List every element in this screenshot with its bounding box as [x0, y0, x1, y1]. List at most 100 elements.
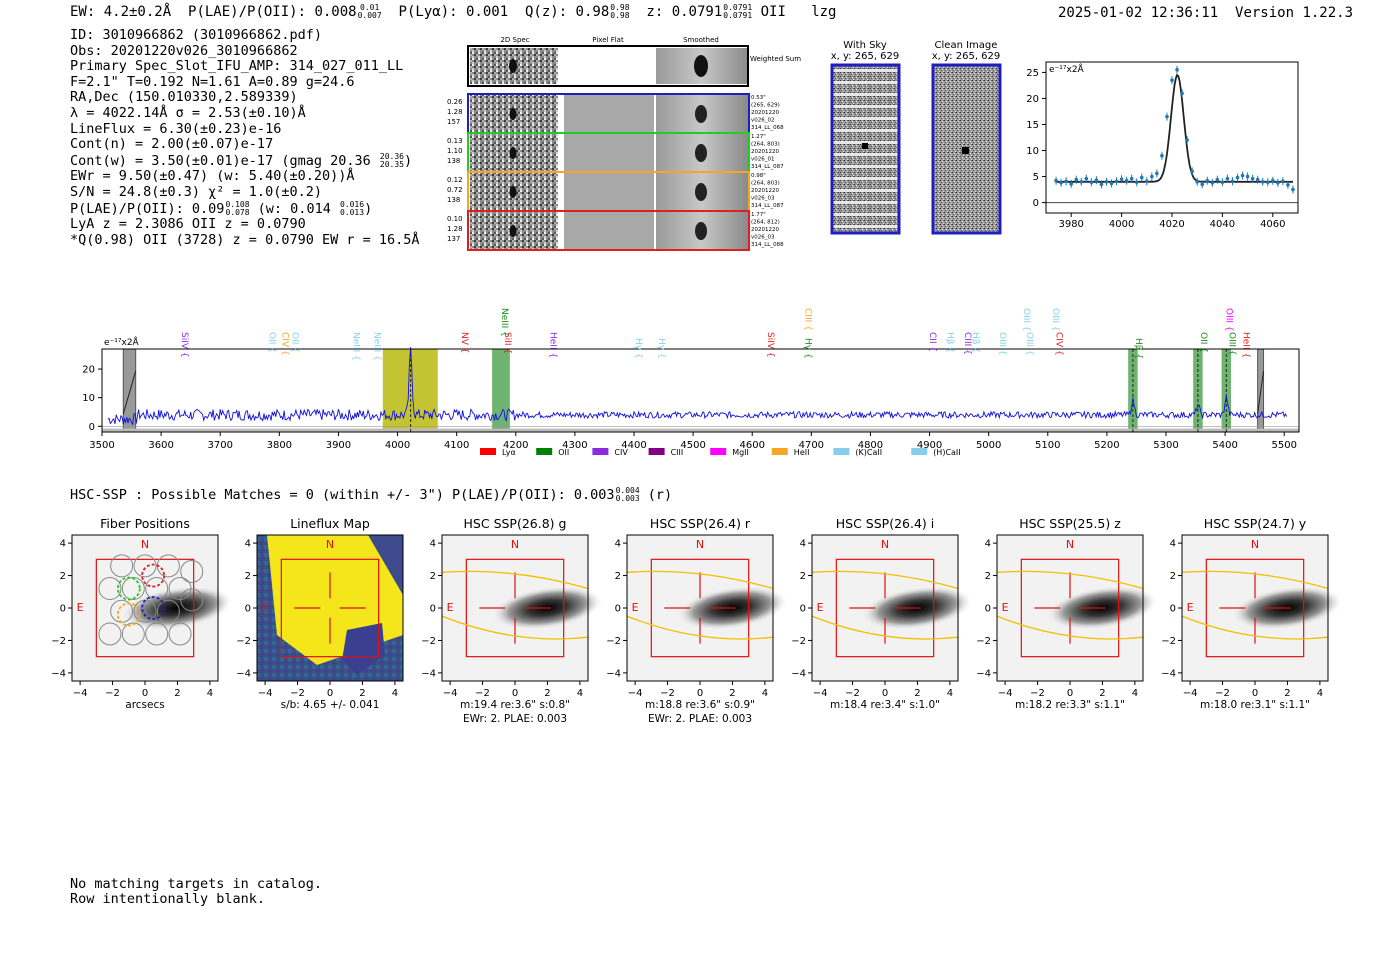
clean-image-coords: x, y: 265, 629	[932, 51, 1001, 62]
top-figures: 2D Spec Pixel Flat Smoothed Weighted Sum…	[447, 36, 1299, 251]
east-label: E	[262, 601, 269, 614]
line-label-siiv: SiIV {	[765, 332, 775, 358]
col-header-smoothed: Smoothed	[683, 36, 719, 44]
cutout-stat: 0.10	[447, 215, 463, 223]
data-point	[1084, 176, 1089, 181]
footer-notes: No matching targets in catalog. Row inte…	[70, 877, 322, 907]
line-label-oii: OII {	[1198, 332, 1208, 353]
line-fit-chart: 3980 4000 4020 4040 4060 0 5 10 15 20 25 e⁻¹⁷x2Å	[1026, 61, 1299, 230]
hsc-panel-2: Lineflux Map N E −4 −4 −2 −2 0 0 2 2 4 4 s/b: 4.65 +/…	[236, 516, 404, 711]
cutout-fiber-info: (265, 629)	[751, 103, 780, 109]
header-summary: EW: 4.2±0.2Å P(LAE)/P(OII): 0.008 0.01 0.0…	[70, 4, 837, 21]
y-tick-label: −4	[976, 668, 991, 679]
data-point	[1109, 181, 1114, 186]
data-point	[1069, 182, 1073, 186]
y-tick-label: 0	[1170, 604, 1176, 615]
x-tick-label: 5500	[1271, 440, 1296, 451]
info-ewr: EWr = 9.50(±0.47) (w: 5.40(±0.20))Å	[70, 168, 355, 185]
cutout-fiber-info: 314_LL_087	[751, 203, 784, 209]
x-tick-label: −2	[475, 688, 490, 699]
x-tick-label: 4	[762, 688, 768, 699]
ellipse-contour	[441, 570, 589, 590]
with-sky-title: With Sky	[843, 40, 887, 51]
y-tick-label: −2	[976, 636, 991, 647]
fiber-circle	[133, 554, 157, 578]
cutout-fiber-info: 1.77"	[751, 212, 766, 218]
cutout-smoothed-dot	[695, 222, 707, 240]
x-tick-label: 3500	[89, 440, 114, 451]
header-ew: EW: 4.2±0.2Å	[70, 4, 172, 20]
cutout-fiber-info: (264, 803)	[751, 181, 780, 187]
y-tick-label: −4	[791, 668, 806, 679]
y-tick-label: 0	[89, 422, 95, 433]
east-label: E	[77, 601, 84, 614]
masked-hatch	[122, 370, 137, 415]
y-tick-label: 4	[60, 539, 66, 550]
data-point	[1195, 179, 1199, 184]
x-tick-label: 2	[359, 688, 365, 699]
x-tick-label: 3980	[1058, 219, 1083, 230]
line-label-cii: CII {	[927, 332, 937, 352]
line-label-neiii: NeIII {	[350, 332, 360, 361]
panel-caption-2: EWr: 2. PLAE: 0.003	[648, 713, 752, 725]
cutout-stat: 0.13	[447, 137, 463, 145]
y-tick-label: −4	[51, 668, 66, 679]
cutout-stat: 157	[447, 118, 460, 126]
y-tick-label: 0	[60, 604, 66, 615]
x-tick-label: 3700	[207, 440, 232, 451]
x-tick-label: 0	[882, 688, 888, 699]
ellipse-contour	[626, 570, 774, 590]
y-tick-label: 0	[1033, 198, 1039, 209]
line-label-oiii: OIII {	[1226, 332, 1236, 356]
header-z: z: 0.0791	[646, 4, 723, 20]
y-tick-label: 0	[615, 604, 621, 615]
cutout-row-2: 0.13 1.10 138 1.27" (264, 803)20201220 v026_0…	[447, 132, 784, 173]
aperture-box	[835, 558, 935, 658]
cutout-smoothed-dot	[695, 105, 707, 123]
cutout-pixel-flat	[564, 212, 654, 250]
cutout-pixel-flat	[564, 134, 654, 172]
fiber-circle	[121, 577, 145, 601]
aperture-box	[465, 558, 565, 658]
legend-swatch	[771, 448, 788, 455]
panel-title: HSC SSP(24.7) y	[1204, 516, 1307, 531]
info-q: *Q(0.98) OII (3728) z = 0.0790 EW r = 16…	[70, 231, 420, 248]
cutout-fiber-info: v026_02	[751, 118, 775, 124]
data-point	[1265, 180, 1270, 185]
col-header-2d-spec: 2D Spec	[500, 36, 529, 44]
east-label: E	[447, 601, 454, 614]
legend-swatch	[480, 448, 496, 455]
y-tick-label: 5	[1033, 172, 1039, 183]
line-label-neiii: NeIII {	[499, 308, 509, 337]
header-plae: P(LAE)/P(OII): 0.008	[188, 4, 357, 20]
data-point	[1245, 174, 1250, 179]
x-tick-label: 4	[1132, 688, 1138, 699]
x-tick-label: 2	[914, 688, 920, 699]
y-tick-label: 2	[800, 571, 806, 582]
lineflux-mask	[342, 623, 385, 675]
data-point	[1119, 177, 1124, 181]
legend-swatch	[833, 448, 850, 455]
legend-label: CIII	[671, 448, 684, 457]
data-point	[1104, 179, 1109, 184]
y-tick-label: −4	[606, 668, 621, 679]
x-tick-label: 0	[327, 688, 333, 699]
panel-caption: m:18.0 re:3.1" s:1.1"	[1200, 699, 1310, 711]
east-label: E	[817, 601, 824, 614]
info-sn: S/N = 24.8(±0.3) χ² = 1.0(±0.2)	[70, 183, 322, 200]
y-tick-label: 20	[82, 365, 95, 376]
cutout-fiber-info: 20201220	[751, 188, 779, 194]
x-tick-label: 2	[1099, 688, 1105, 699]
cutout-row-1: 0.26 1.28 157 0.53" (265, 629)20201220 v026_0…	[447, 93, 784, 134]
north-label: N	[881, 538, 889, 551]
x-tick-label: −2	[660, 688, 675, 699]
fiber-circle	[180, 560, 204, 583]
panel-title: HSC SSP(25.5) z	[1019, 516, 1121, 531]
legend-label: Lyα	[502, 448, 516, 457]
cutout-fiber-info: v026_01	[751, 157, 775, 163]
y-tick-label: −2	[1161, 636, 1176, 647]
x-tick-label: 4	[207, 688, 213, 699]
cutout-stat: 138	[447, 196, 460, 204]
x-tick-label: 4	[577, 688, 583, 699]
x-tick-label: −4	[73, 688, 88, 699]
